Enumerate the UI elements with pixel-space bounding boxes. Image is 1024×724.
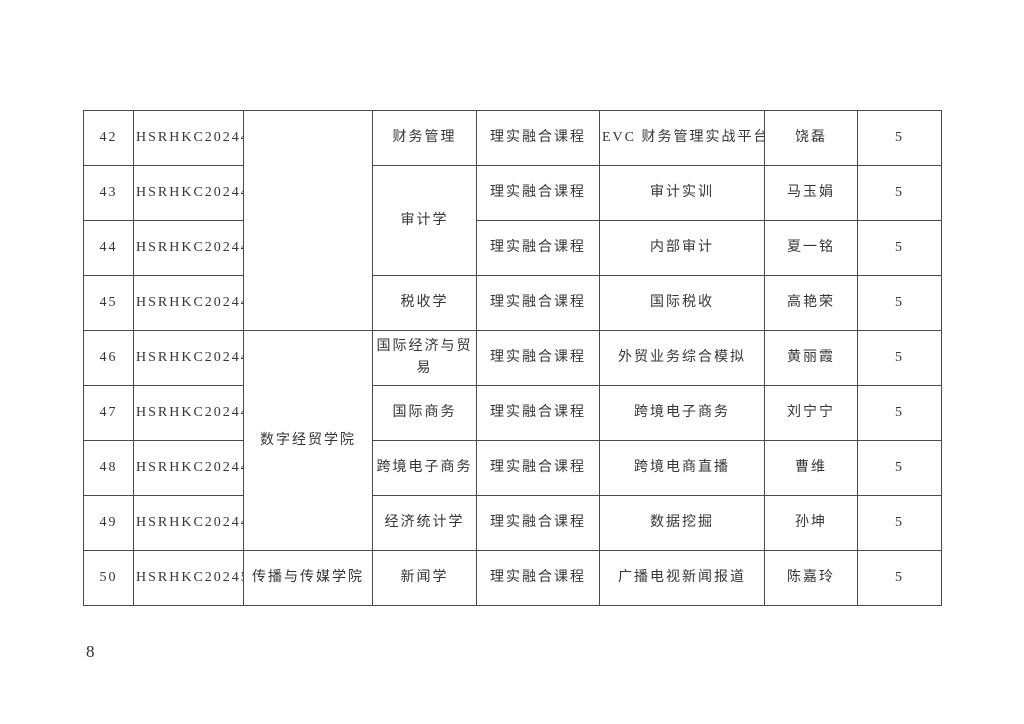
table-row: 49 HSRHKC202449 经济统计学 理实融合课程 数据挖掘 孙坤 5 xyxy=(83,495,942,551)
major-cell: 国际商务 xyxy=(372,385,477,441)
course-name-cell: 审计实训 xyxy=(599,165,765,221)
row-number-cell: 44 xyxy=(83,220,134,276)
table-row: 42 HSRHKC202442 财务管理 理实融合课程 EVC 财务管理实战平台… xyxy=(83,110,942,331)
major-cell: 跨境电子商务 xyxy=(372,440,477,496)
course-name-cell: 外贸业务综合模拟 xyxy=(599,330,765,386)
row-number-cell: 47 xyxy=(83,385,134,441)
table-row: 43 HSRHKC202443 审计学 理实融合课程 审计实训 马玉娟 5 xyxy=(83,165,942,276)
course-name-cell: 跨境电商直播 xyxy=(599,440,765,496)
credit-cell: 5 xyxy=(857,440,942,496)
major-cell: 经济统计学 xyxy=(372,495,477,551)
row-number-cell: 43 xyxy=(83,165,134,221)
course-type-cell: 理实融合课程 xyxy=(476,220,600,276)
credit-cell: 5 xyxy=(857,220,942,276)
course-table: 42 HSRHKC202442 财务管理 理实融合课程 EVC 财务管理实战平台… xyxy=(83,110,942,606)
course-type-cell: 理实融合课程 xyxy=(476,495,600,551)
major-cell: 财务管理 xyxy=(372,110,477,166)
teacher-cell: 饶磊 xyxy=(764,110,858,166)
credit-cell: 5 xyxy=(857,110,942,166)
credit-cell: 5 xyxy=(857,330,942,386)
row-number-cell: 42 xyxy=(83,110,134,166)
row-number-cell: 49 xyxy=(83,495,134,551)
college-cell: 传播与传媒学院 xyxy=(243,550,373,606)
college-cell: 数字经贸学院 xyxy=(243,330,373,551)
teacher-cell: 夏一铭 xyxy=(764,220,858,276)
course-code-cell: HSRHKC202446 xyxy=(133,330,244,386)
page-number: 8 xyxy=(86,642,95,661)
course-code-cell: HSRHKC202444 xyxy=(133,220,244,276)
course-type-cell: 理实融合课程 xyxy=(476,275,600,331)
row-number-cell: 45 xyxy=(83,275,134,331)
course-name-cell: 国际税收 xyxy=(599,275,765,331)
course-code-cell: HSRHKC202447 xyxy=(133,385,244,441)
course-type-cell: 理实融合课程 xyxy=(476,110,600,166)
row-number-cell: 46 xyxy=(83,330,134,386)
teacher-cell: 陈嘉玲 xyxy=(764,550,858,606)
course-code-cell: HSRHKC202442 xyxy=(133,110,244,166)
course-type-cell: 理实融合课程 xyxy=(476,550,600,606)
table-row: 46 HSRHKC202446 数字经贸学院 国际经济与贸易 理实融合课程 外贸… xyxy=(83,330,942,551)
table-row: 47 HSRHKC202447 国际商务 理实融合课程 跨境电子商务 刘宁宁 5 xyxy=(83,385,942,441)
course-type-cell: 理实融合课程 xyxy=(476,165,600,221)
course-name-cell: EVC 财务管理实战平台 xyxy=(599,110,765,166)
course-code-cell: HSRHKC202449 xyxy=(133,495,244,551)
course-type-cell: 理实融合课程 xyxy=(476,440,600,496)
teacher-cell: 高艳荣 xyxy=(764,275,858,331)
major-cell: 新闻学 xyxy=(372,550,477,606)
course-code-cell: HSRHKC202443 xyxy=(133,165,244,221)
teacher-cell: 刘宁宁 xyxy=(764,385,858,441)
credit-cell: 5 xyxy=(857,165,942,221)
teacher-cell: 曹维 xyxy=(764,440,858,496)
course-name-cell: 数据挖掘 xyxy=(599,495,765,551)
table-row: 48 HSRHKC202448 跨境电子商务 理实融合课程 跨境电商直播 曹维 … xyxy=(83,440,942,496)
teacher-cell: 马玉娟 xyxy=(764,165,858,221)
credit-cell: 5 xyxy=(857,385,942,441)
major-cell: 税收学 xyxy=(372,275,477,331)
course-name-cell: 内部审计 xyxy=(599,220,765,276)
course-code-cell: HSRHKC202448 xyxy=(133,440,244,496)
course-code-cell: HSRHKC202445 xyxy=(133,275,244,331)
table-row: 45 HSRHKC202445 税收学 理实融合课程 国际税收 高艳荣 5 xyxy=(83,275,942,331)
teacher-cell: 孙坤 xyxy=(764,495,858,551)
row-number-cell: 48 xyxy=(83,440,134,496)
row-number-cell: 50 xyxy=(83,550,134,606)
course-type-cell: 理实融合课程 xyxy=(476,330,600,386)
college-cell xyxy=(243,110,373,331)
teacher-cell: 黄丽霞 xyxy=(764,330,858,386)
course-name-cell: 跨境电子商务 xyxy=(599,385,765,441)
course-code-cell: HSRHKC202450 xyxy=(133,550,244,606)
course-type-cell: 理实融合课程 xyxy=(476,385,600,441)
table-row: 44 HSRHKC202444 理实融合课程 内部审计 夏一铭 5 xyxy=(83,220,942,276)
course-name-cell: 广播电视新闻报道 xyxy=(599,550,765,606)
credit-cell: 5 xyxy=(857,495,942,551)
credit-cell: 5 xyxy=(857,275,942,331)
major-cell: 审计学 xyxy=(372,165,477,276)
major-cell: 国际经济与贸易 xyxy=(372,330,477,386)
credit-cell: 5 xyxy=(857,550,942,606)
table-row: 50 HSRHKC202450 传播与传媒学院 新闻学 理实融合课程 广播电视新… xyxy=(83,550,942,606)
